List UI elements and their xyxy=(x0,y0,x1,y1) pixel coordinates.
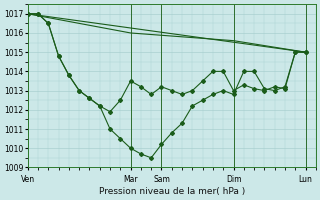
X-axis label: Pression niveau de la mer( hPa ): Pression niveau de la mer( hPa ) xyxy=(99,187,245,196)
